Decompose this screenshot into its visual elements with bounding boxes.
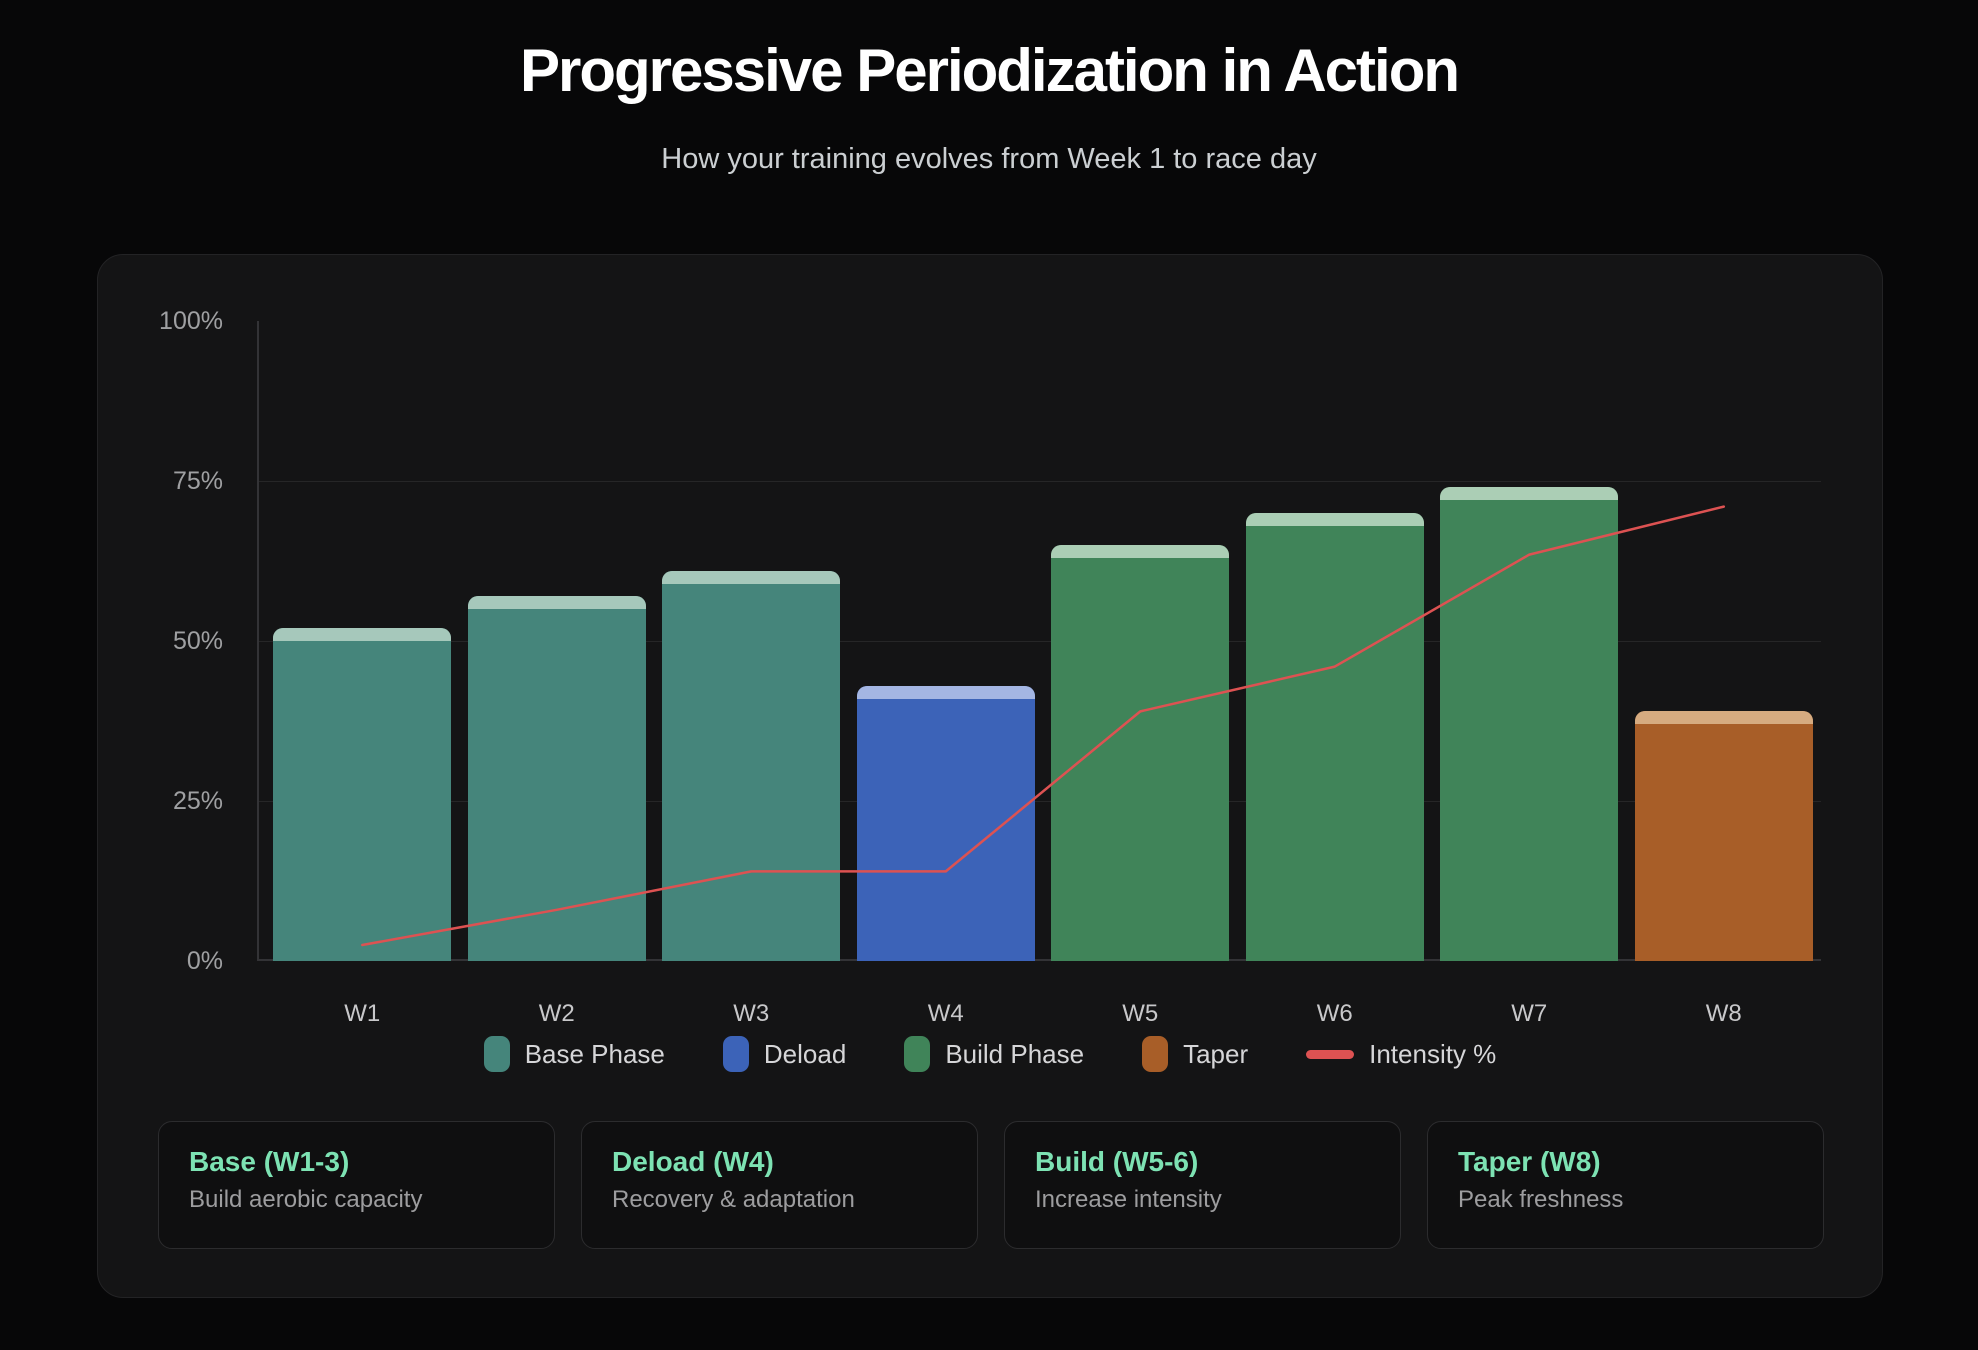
chart-card: 0% 25% 50% 75% 100% W1 W2 W3 W4 W5 W6 W7 W8 Base Ph… [97,254,1883,1298]
legend-line-swatch [1306,1049,1355,1059]
legend-item-base-phase: Base Phase [483,1036,665,1072]
legend-item-deload: Deload [722,1036,847,1072]
legend-item-intensity-: Intensity % [1306,1039,1496,1070]
legend-item-build-phase: Build Phase [904,1036,1084,1072]
bar-band-w6 [1238,321,1433,961]
phase-card-title: Deload (W4) [612,1146,774,1177]
y-axis-tick-label: 75% [172,467,223,495]
phase-card-subtitle: Build aerobic capacity [189,1186,423,1213]
legend-color-swatch [904,1036,931,1072]
bar-cap [1634,711,1813,725]
phase-card-subtitle: Increase intensity [1035,1186,1222,1213]
y-axis: 0% 25% 50% 75% 100% [98,307,223,975]
legend-label: Taper [1183,1038,1249,1069]
gridline [259,641,1821,642]
bar-band-w3 [654,321,849,961]
phase-card-title: Taper (W8) [1458,1146,1601,1177]
y-axis-tick-label: 0% [186,947,223,975]
phase-card-subtitle: Peak freshness [1458,1186,1624,1213]
bar-band-w5 [1043,321,1238,961]
y-axis-tick-label: 50% [172,627,223,655]
bar-w6 [1245,513,1424,961]
bar-cap [662,570,841,584]
x-axis-label-w3: W3 [733,1000,770,1027]
phase-card-deload: Deload (W4) Recovery & adaptation [581,1121,978,1249]
legend-label: Base Phase [524,1038,665,1069]
page-title: Progressive Periodization in Action [520,37,1460,104]
legend-color-swatch [1142,1036,1169,1072]
x-axis-label-w5: W5 [1122,1000,1159,1027]
x-axis-label-w8: W8 [1705,1000,1742,1027]
legend-label: Build Phase [945,1038,1085,1069]
legend-color-swatch [483,1036,510,1072]
gridline [259,481,1821,482]
legend-label: Intensity % [1369,1038,1497,1069]
legend-item-taper: Taper [1142,1036,1248,1072]
bar-cap [1245,513,1424,526]
legend-color-swatch [722,1036,749,1072]
bars-container [265,321,1821,961]
bar-w5 [1051,545,1230,961]
x-axis-label-w7: W7 [1511,1000,1548,1027]
x-axis-label-w6: W6 [1316,1000,1353,1027]
phase-card-title: Build (W5-6) [1035,1146,1199,1177]
phase-card-subtitle: Recovery & adaptation [612,1186,855,1213]
bar-w1 [273,628,452,961]
page-subtitle: How your training evolves from Week 1 to… [661,143,1317,175]
y-axis-tick-label: 25% [172,787,223,815]
gridline [259,801,1821,802]
x-axis-label-w1: W1 [344,1000,381,1027]
intensity-line-chart [361,505,1726,947]
phase-card-base: Base (W1-3) Build aerobic capacity [158,1121,555,1249]
intensity-line [361,505,1726,947]
bar-cap [1051,545,1230,558]
legend-label: Deload [763,1038,847,1069]
bar-w7 [1440,487,1619,961]
bar-band-w8 [1627,321,1822,961]
bar-cap [273,628,452,642]
plot-area [257,321,1821,961]
bar-band-w1 [265,321,460,961]
phase-card-title: Base (W1-3) [189,1146,350,1177]
bar-cap [856,685,1035,699]
bar-cap [1440,487,1619,501]
x-axis-label-w4: W4 [927,1000,964,1027]
bar-w2 [467,596,646,961]
x-axis-label-w2: W2 [538,1000,575,1027]
x-axis-labels: W1 W2 W3 W4 W5 W6 W7 W8 [265,999,1821,1029]
phase-card-build: Build (W5-6) Increase intensity [1004,1121,1401,1249]
bar-band-w2 [460,321,655,961]
bar-w3 [662,570,841,961]
phase-card-taper: Taper (W8) Peak freshness [1427,1121,1824,1249]
bar-w8 [1634,711,1813,961]
chart-legend: Base Phase Deload Build Phase Taper Intensit… [98,1036,1882,1072]
y-axis-tick-label: 100% [159,307,223,335]
phase-cards-row: Base (W1-3) Build aerobic capacity Deloa… [158,1121,1824,1249]
bar-cap [467,596,646,610]
bar-band-w7 [1432,321,1627,961]
